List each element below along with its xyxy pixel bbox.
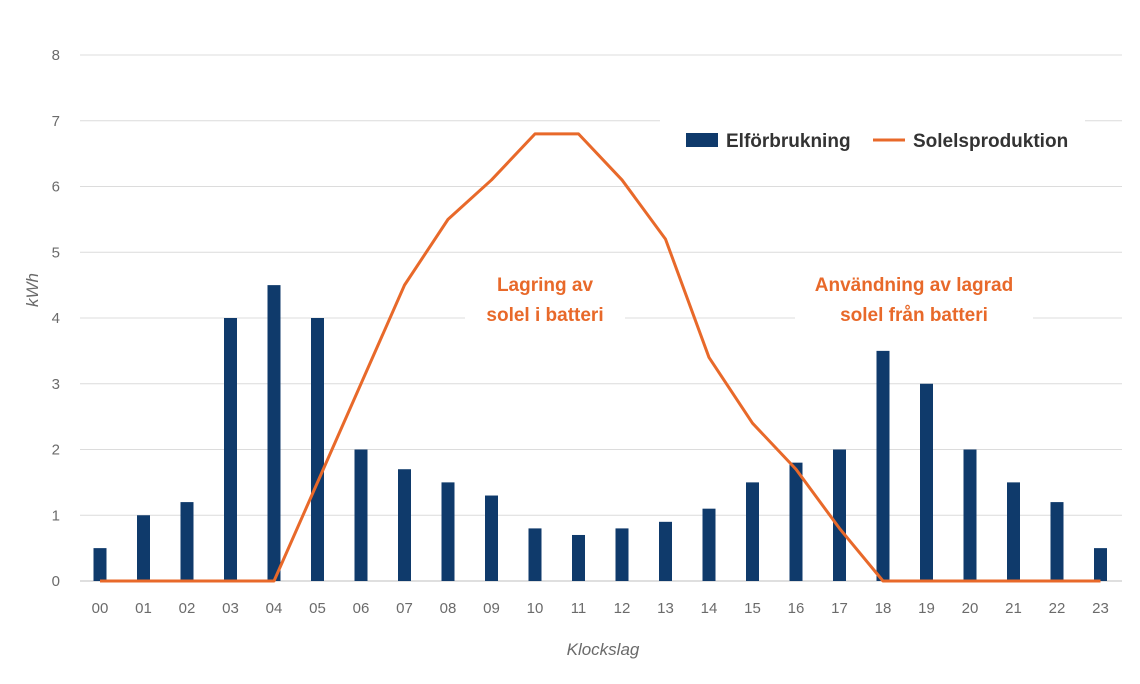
x-tick-label-14: 14 [701,600,718,617]
bar-09 [485,495,498,581]
y-tick-label-1: 1 [52,507,60,524]
annotation-storage-background [465,266,625,334]
y-tick-label-0: 0 [52,573,60,590]
bar-18 [876,350,890,581]
annotation-usage-background [795,266,1033,334]
y-tick-label-3: 3 [52,376,60,393]
line-solelsproduktion [100,132,1101,583]
x-tick-label-23: 23 [1092,600,1109,617]
legend-swatch-elforbrukning [686,133,718,147]
bar-01 [137,515,150,581]
y-axis-title: kWh [23,273,42,307]
bar-17 [833,449,846,581]
x-tick-labels: 00 01 02 03 04 05 06 07 08 09 10 11 12 13 14 15 16 17 18 19… [92,600,1109,617]
bar-22 [1050,502,1064,581]
annotation-storage-line-1: Lagring av [497,275,594,296]
annotation-usage-line-1: Användning av lagrad [815,275,1013,296]
bar-13 [659,521,672,581]
x-tick-label-21: 21 [1005,600,1022,617]
bar-06 [354,449,368,581]
y-tick-label-2: 2 [52,442,60,459]
x-tick-label-05: 05 [309,600,326,617]
bar-05 [311,318,324,581]
x-tick-label-22: 22 [1049,600,1066,617]
x-tick-label-19: 19 [918,600,935,617]
bar-10 [528,528,542,581]
y-tick-label-5: 5 [52,244,60,261]
bar-02 [180,502,194,581]
annotation-usage-line-2: solel från batteri [840,305,988,326]
x-tick-label-20: 20 [962,600,979,617]
x-axis-title: Klockslag [567,640,640,659]
x-tick-label-13: 13 [657,600,674,617]
x-tick-label-16: 16 [788,600,805,617]
bar-23 [1094,548,1107,581]
bar-21 [1007,482,1020,581]
y-tick-label-6: 6 [52,179,60,196]
x-tick-label-17: 17 [831,600,848,617]
x-tick-label-07: 07 [396,600,413,617]
bar-04 [267,285,281,581]
x-tick-label-12: 12 [614,600,631,617]
annotation-storage-line-2: solel i batteri [486,305,603,326]
y-tick-label-7: 7 [52,113,60,130]
bar-20 [963,449,977,581]
bar-11 [572,534,585,581]
x-tick-label-09: 09 [483,600,500,617]
annotation-usage: Användning av lagrad solel från batteri [795,266,1033,334]
legend-label-elforbrukning: Elförbrukning [726,131,851,152]
legend-background [660,118,1085,162]
legend: Elförbrukning Solelsproduktion [660,118,1085,162]
bar-16 [789,462,803,581]
x-tick-label-15: 15 [744,600,761,617]
x-tick-label-08: 08 [440,600,457,617]
x-tick-label-10: 10 [527,600,544,617]
bar-08 [441,482,455,581]
x-tick-label-06: 06 [353,600,370,617]
bar-14 [702,508,716,581]
bar-12 [615,528,629,581]
line-series [100,132,1101,583]
x-tick-label-11: 11 [571,600,587,617]
y-tick-label-8: 8 [52,47,60,64]
x-tick-label-04: 04 [266,600,283,617]
y-tick-label-4: 4 [52,310,60,327]
x-tick-label-02: 02 [179,600,196,617]
bar-series [93,285,1107,581]
y-tick-labels: 0 1 2 3 4 5 6 7 8 [52,47,60,590]
annotation-storage: Lagring av solel i batteri [465,266,625,334]
bar-19 [920,383,933,581]
x-tick-label-18: 18 [875,600,892,617]
bar-00 [93,548,107,581]
bar-07 [398,469,411,581]
bar-15 [746,482,759,581]
x-tick-label-00: 00 [92,600,109,617]
x-tick-label-03: 03 [222,600,239,617]
bar-03 [224,318,237,581]
x-tick-label-01: 01 [135,600,152,617]
legend-label-solelsproduktion: Solelsproduktion [913,131,1068,152]
